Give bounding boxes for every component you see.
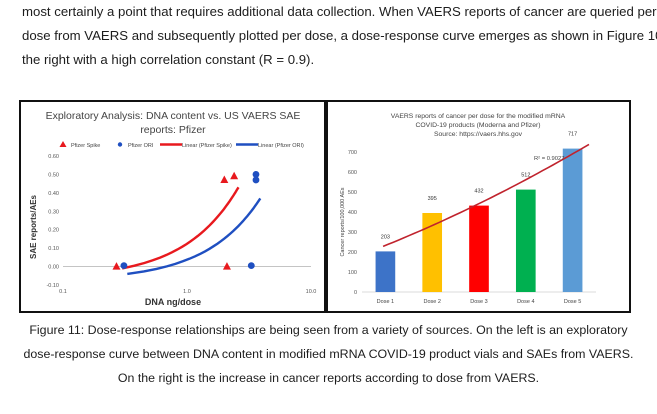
right-y-tick-label: 500 <box>348 190 357 196</box>
body-line-1: most certainly a point that requires add… <box>22 4 657 19</box>
body-paragraph: most certainly a point that requires add… <box>22 0 657 72</box>
bar-dose-5 <box>562 148 583 292</box>
left-y-axis-label: SAE reports/AEs <box>29 194 38 259</box>
legend-label-spike: Pfizer Spike <box>71 143 100 149</box>
right-category-labels: Dose 1 Dose 2 Dose 3 Dose 4 Dose 5 <box>377 299 582 305</box>
category-label: Dose 1 <box>377 299 394 305</box>
left-trendlines <box>121 186 262 276</box>
spike-data-point <box>230 171 239 180</box>
legend-label-ori: Pfizer ORI <box>128 143 154 149</box>
spike-data-point <box>112 262 121 270</box>
caption-line-2: dose-response curve between DNA content … <box>23 347 634 361</box>
ori-data-point <box>252 171 260 178</box>
left-chart-title-line-1: Exploratory Analysis: DNA content vs. US… <box>46 110 301 122</box>
body-line-2: dose from VAERS and subsequently plotted… <box>22 28 657 43</box>
left-x-tick-label: 10.0 <box>306 289 317 295</box>
left-y-tick-label: 0.40 <box>48 191 59 197</box>
left-y-tick-label: 0.20 <box>48 228 59 234</box>
bar-dose-4 <box>515 189 536 292</box>
category-label: Dose 5 <box>564 299 581 305</box>
legend-dot-marker <box>117 142 123 147</box>
category-label: Dose 4 <box>517 299 534 305</box>
body-line-3: the right with a high correlation consta… <box>22 52 315 67</box>
dna-scatter-chart: Exploratory Analysis: DNA content vs. US… <box>29 110 316 307</box>
legend-label-linear-spike: Linear (Pfizer Spike) <box>182 143 232 149</box>
left-y-tick-label: 0.00 <box>48 265 59 271</box>
ori-data-point <box>252 176 260 184</box>
right-y-tick-label: 400 <box>348 210 357 216</box>
left-y-ticks: -0.10 0.00 0.10 0.20 0.30 0.40 0.50 0.60 <box>46 154 59 289</box>
category-label: Dose 2 <box>423 299 440 305</box>
right-bars <box>375 148 583 292</box>
legend-triangle-marker <box>59 141 67 147</box>
right-chart-title-line-3: Source: https://vaers.hhs.gov <box>434 131 523 138</box>
category-label: Dose 3 <box>470 299 487 305</box>
right-trendline <box>382 143 590 248</box>
left-y-tick-label: 0.10 <box>48 246 59 252</box>
right-y-tick-label: 600 <box>348 170 357 176</box>
left-y-tick-label: 0.60 <box>48 154 59 160</box>
right-y-ticks: 0 100 200 300 400 500 600 700 <box>348 150 357 296</box>
left-chart-legend: Pfizer Spike Pfizer ORI Linear (Pfizer S… <box>59 141 304 149</box>
right-y-tick-label: 100 <box>348 270 357 276</box>
r-squared-label: R² = 0.9027 <box>534 156 564 162</box>
right-y-axis-label: Cancer reports/100,000 AEs <box>340 187 346 256</box>
left-y-tick-label: 0.50 <box>48 172 59 178</box>
figure-caption: Figure 11: Dose-response relationships a… <box>0 318 657 390</box>
bar-dose-2 <box>422 213 443 292</box>
caption-line-1: Figure 11: Dose-response relationships a… <box>29 323 628 337</box>
right-value-labels: 203 395 432 512 717 <box>381 132 577 241</box>
legend-label-linear-ori: Linear (Pfizer ORI) <box>258 143 304 149</box>
left-x-axis-label: DNA ng/dose <box>145 297 201 307</box>
left-x-tick-label: 1.0 <box>183 289 191 295</box>
ori-data-point <box>247 262 255 270</box>
left-y-tick-label: 0.30 <box>48 209 59 215</box>
right-y-tick-label: 700 <box>348 150 357 156</box>
bar-dose-3 <box>469 205 489 292</box>
right-y-tick-label: 300 <box>348 230 357 236</box>
bar-value-label: 717 <box>568 132 577 138</box>
left-y-tick-label: -0.10 <box>46 283 59 289</box>
bar-dose-1 <box>375 251 396 292</box>
right-y-tick-label: 0 <box>354 290 357 296</box>
right-y-tick-label: 200 <box>348 250 357 256</box>
left-x-tick-label: 0.1 <box>59 289 67 295</box>
spike-data-point <box>222 262 231 270</box>
left-x-ticks: 0.1 1.0 10.0 <box>59 289 316 295</box>
bar-value-label: 395 <box>428 196 437 202</box>
bar-value-label: 512 <box>521 173 530 179</box>
caption-line-3: On the right is the increase in cancer r… <box>117 371 540 385</box>
ori-data-point <box>120 262 128 270</box>
left-trendline-ori <box>127 197 262 276</box>
bar-value-label: 432 <box>474 189 483 195</box>
left-trendline-spike <box>121 186 240 270</box>
bar-value-label: 203 <box>381 234 390 240</box>
left-chart-title-line-2: reports: Pfizer <box>140 124 206 136</box>
cancer-bar-chart-panel: VAERS reports of cancer per dose for the… <box>326 100 631 313</box>
right-chart-title-line-1: VAERS reports of cancer per dose for the… <box>391 113 566 120</box>
spike-data-point <box>220 175 229 183</box>
left-data-points <box>112 171 260 270</box>
cancer-bar-chart: VAERS reports of cancer per dose for the… <box>340 113 596 305</box>
right-chart-title-line-2: COVID-19 products (Moderna and Pfizer) <box>415 122 540 129</box>
dna-scatter-chart-panel: Exploratory Analysis: DNA content vs. US… <box>19 100 326 313</box>
